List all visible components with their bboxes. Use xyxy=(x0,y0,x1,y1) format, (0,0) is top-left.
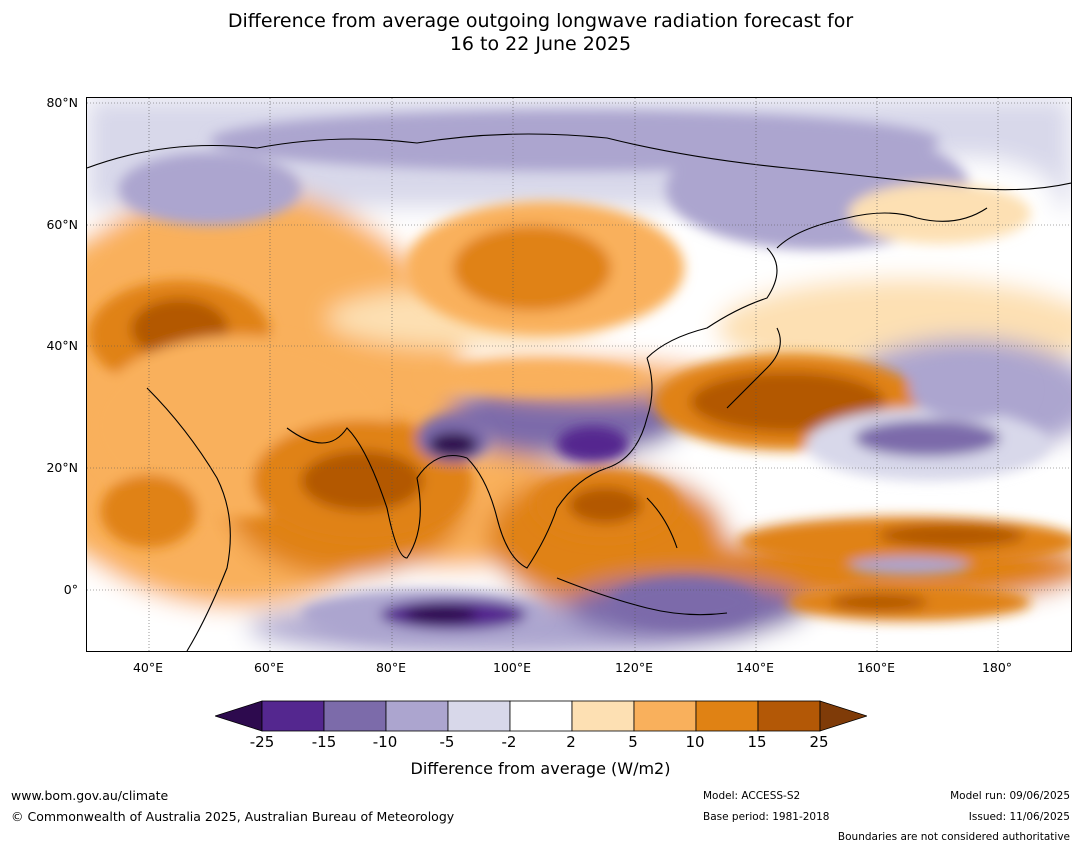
colorbar-tick: -5 xyxy=(439,733,455,751)
lon-label-40e: 40°E xyxy=(132,660,164,675)
colorbar-segment xyxy=(757,700,821,732)
issued-text: Issued: 11/06/2025 xyxy=(968,811,1070,823)
lon-label-160e: 160°E xyxy=(856,660,896,675)
title-line-1: Difference from average outgoing longwav… xyxy=(227,10,854,32)
colorbar-tick: 10 xyxy=(685,733,705,751)
anomaly-blob xyxy=(404,605,478,624)
colorbar-segment xyxy=(385,700,449,732)
website-link[interactable]: www.bom.gov.au/climate xyxy=(11,788,169,803)
lat-label-40n: 40°N xyxy=(46,338,78,353)
colorbar-tick: 5 xyxy=(628,733,638,751)
anomaly-blob xyxy=(690,371,885,433)
anomaly-blob xyxy=(428,432,478,457)
base-period-text: Base period: 1981-2018 xyxy=(703,811,830,823)
anomaly-blob xyxy=(118,152,302,226)
lat-label-0: 0° xyxy=(63,582,78,597)
lat-label-60n: 60°N xyxy=(46,217,78,232)
colorbar-tick: -25 xyxy=(249,733,275,751)
coastlines xyxy=(87,133,1071,651)
colorbar-extend-low xyxy=(215,700,263,732)
lat-label-80n: 80°N xyxy=(46,95,78,110)
anomaly-blob xyxy=(453,225,612,311)
lon-label-80e: 80°E xyxy=(375,660,407,675)
anomaly-blob xyxy=(100,474,198,548)
colorbar-segment xyxy=(261,700,325,732)
anomaly-map xyxy=(86,97,1072,652)
colorbar-tick: 2 xyxy=(566,733,576,751)
title-line-2: 16 to 22 June 2025 xyxy=(449,33,632,55)
copyright-text: © Commonwealth of Australia 2025, Austra… xyxy=(11,809,455,824)
disclaimer-text: Boundaries are not considered authoritat… xyxy=(837,831,1070,843)
colorbar-tick: -2 xyxy=(501,733,517,751)
colorbar-label: Difference from average (W/m2) xyxy=(410,759,671,778)
lon-label-100e: 100°E xyxy=(492,660,532,675)
anomaly-blob xyxy=(854,420,1001,457)
colorbar-segment xyxy=(447,700,511,732)
model-text: Model: ACCESS-S2 xyxy=(703,790,801,802)
anomaly-blob xyxy=(422,359,642,396)
anomaly-blob xyxy=(909,359,1031,421)
lon-label-140e: 140°E xyxy=(735,660,775,675)
colorbar-tick: 15 xyxy=(747,733,767,751)
anomaly-blob xyxy=(878,523,1025,548)
colorbar-segment xyxy=(323,700,387,732)
anomaly-blob xyxy=(830,593,928,612)
model-run-text: Model run: 09/06/2025 xyxy=(950,790,1070,802)
anomaly-blob xyxy=(568,486,642,524)
graticule xyxy=(87,98,1071,651)
lon-label-120e: 120°E xyxy=(614,660,654,675)
colorbar-tick: -15 xyxy=(311,733,337,751)
lon-label-180: 180° xyxy=(981,660,1013,675)
lon-label-60e: 60°E xyxy=(253,660,285,675)
colorbar-segment xyxy=(695,700,759,732)
anomaly-blob xyxy=(848,556,971,576)
anomaly-blob xyxy=(556,426,630,463)
colorbar-tick: -10 xyxy=(372,733,398,751)
map-canvas xyxy=(87,98,1071,651)
anomaly-blob xyxy=(301,450,423,512)
anomaly-blob xyxy=(611,578,758,627)
colorbar-tick: 25 xyxy=(809,733,829,751)
colorbar-segment xyxy=(633,700,697,732)
anomaly-blob xyxy=(848,183,1031,244)
lat-label-20n: 20°N xyxy=(46,460,78,475)
colorbar xyxy=(215,700,867,732)
colorbar-extend-high xyxy=(819,700,867,732)
map-title: Difference from average outgoing longwav… xyxy=(0,10,1081,56)
colorbar-segment xyxy=(509,700,573,732)
colorbar-segment xyxy=(571,700,635,732)
